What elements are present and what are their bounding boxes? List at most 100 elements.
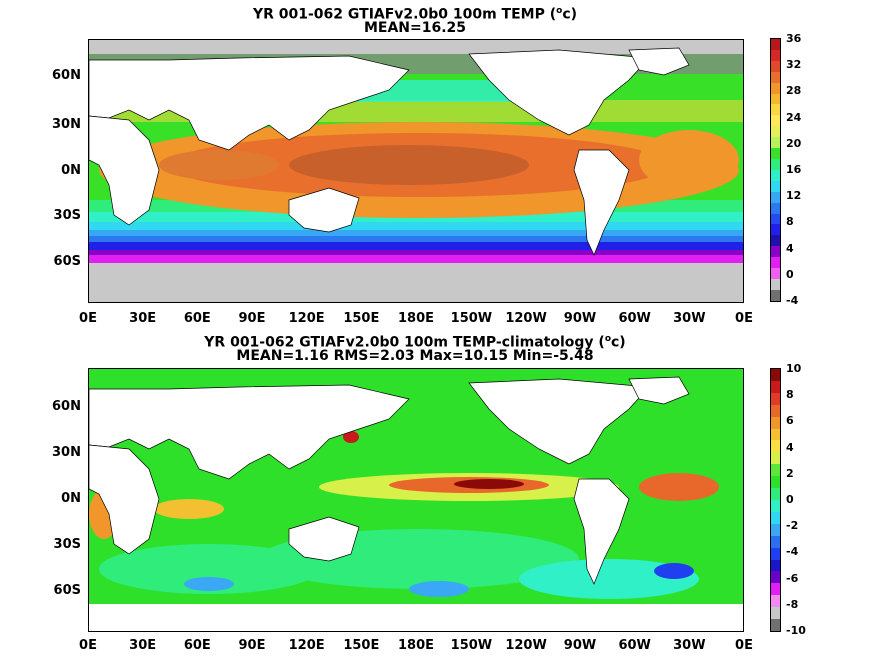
colorbar-swatch bbox=[771, 476, 780, 489]
colorbar-tick-label: 28 bbox=[786, 84, 802, 98]
colorbar-swatch bbox=[771, 60, 780, 72]
colorbar-swatch bbox=[771, 82, 780, 94]
north-america bbox=[468, 49, 650, 136]
lon-label: 0E bbox=[79, 311, 97, 326]
band-14 bbox=[89, 212, 743, 224]
lon-label: 150E bbox=[343, 311, 380, 326]
anomaly-patches bbox=[89, 431, 719, 599]
bottom-panel-stats: MEAN=1.16 RMS=2.03 Max=10.15 Min=-5.48 bbox=[236, 348, 594, 364]
colorbar-swatch bbox=[771, 416, 780, 429]
arctic-ice bbox=[89, 40, 743, 54]
colorbar-swatch bbox=[771, 39, 780, 50]
lon-label: 0E bbox=[79, 638, 97, 653]
bottom-title-degree: o bbox=[604, 334, 611, 344]
colorbar-swatch bbox=[771, 392, 780, 405]
colorbar-swatch bbox=[771, 180, 780, 192]
colorbar-swatch bbox=[771, 535, 780, 548]
band-10 bbox=[89, 230, 743, 238]
top-title-text: YR 001-062 GTIAFv2.0b0 100m TEMP ( bbox=[252, 6, 557, 23]
patch-blue-1 bbox=[409, 581, 469, 597]
colorbar-swatch bbox=[771, 278, 780, 290]
colorbar-swatch bbox=[771, 137, 780, 149]
australia bbox=[288, 187, 360, 233]
greenland bbox=[628, 47, 690, 76]
indian-warm bbox=[159, 150, 279, 180]
colorbar-swatch bbox=[771, 235, 780, 247]
colorbar-swatch bbox=[771, 289, 780, 301]
colorbar-swatch bbox=[771, 169, 780, 181]
colorbar-tick-label: 0 bbox=[786, 267, 794, 281]
bottom-title-unit: c) bbox=[611, 334, 626, 351]
colorbar-tick-label: 32 bbox=[786, 58, 802, 72]
lon-label: 150E bbox=[343, 638, 380, 653]
colorbar-swatch bbox=[771, 148, 780, 159]
lon-label: 30W bbox=[673, 638, 706, 653]
colorbar-swatch bbox=[771, 488, 780, 500]
colorbar-swatch bbox=[771, 49, 780, 61]
lon-label: 180E bbox=[397, 311, 435, 326]
colorbar-tick-label: 4 bbox=[786, 241, 794, 255]
top-panel-mean: MEAN=16.25 bbox=[363, 20, 467, 36]
lon-label: 60W bbox=[618, 311, 651, 326]
colorbar-swatch bbox=[771, 246, 780, 258]
top-map-svg bbox=[89, 40, 743, 302]
africa bbox=[89, 115, 160, 226]
lon-label: 150W bbox=[450, 311, 493, 326]
colorbar-swatch bbox=[771, 499, 780, 512]
lon-label: 120E bbox=[288, 311, 325, 326]
warm-pool bbox=[289, 145, 529, 185]
greenland bbox=[628, 376, 690, 405]
patch-atlantic-warm bbox=[639, 473, 719, 501]
bottom-lat-30s: 30S bbox=[53, 537, 81, 552]
colorbar-swatch bbox=[771, 464, 780, 477]
lon-label: 90W bbox=[563, 638, 597, 653]
colorbar-swatch bbox=[771, 213, 780, 225]
colorbar-swatch bbox=[771, 71, 780, 83]
bottom-lat-60s: 60S bbox=[53, 583, 81, 598]
patch-blue-2 bbox=[184, 577, 234, 591]
colorbar-tick-label: -10 bbox=[786, 624, 806, 637]
colorbar-tick-label: 2 bbox=[786, 466, 794, 480]
colorbar-tick-label: 16 bbox=[786, 163, 802, 176]
patch-kuroshio bbox=[343, 431, 359, 443]
patch-atlantic-south bbox=[519, 559, 699, 599]
colorbar-swatch bbox=[771, 428, 780, 441]
lon-label: 120W bbox=[505, 638, 547, 653]
colorbar-swatch bbox=[771, 191, 780, 203]
colorbar-tick-label: -8 bbox=[786, 597, 799, 611]
top-panel-title: YR 001-062 GTIAFv2.0b0 100m TEMP (oc) bbox=[0, 3, 830, 24]
bottom-lat-60n: 60N bbox=[52, 399, 81, 414]
bottom-colorbar bbox=[770, 368, 781, 632]
colorbar-tick-label: 6 bbox=[786, 414, 794, 428]
colorbar-swatch bbox=[771, 619, 780, 631]
colorbar-swatch bbox=[771, 559, 780, 572]
colorbar-swatch bbox=[771, 257, 780, 269]
colorbar-swatch bbox=[771, 369, 780, 381]
colorbar-tick-label: 20 bbox=[786, 136, 802, 150]
colorbar-tick-label: 24 bbox=[786, 110, 802, 124]
bottom-anomaly-map bbox=[88, 368, 744, 632]
north-america bbox=[468, 378, 650, 465]
lon-label: 0E bbox=[735, 638, 753, 653]
colorbar-swatch bbox=[771, 583, 780, 596]
south-america bbox=[573, 149, 630, 256]
patch-indian-warm bbox=[154, 499, 224, 519]
antarctic-ice bbox=[89, 262, 743, 302]
colorbar-swatch bbox=[771, 202, 780, 214]
top-title-degree: o bbox=[556, 6, 563, 16]
band-2 bbox=[89, 250, 743, 256]
lon-label: 60W bbox=[618, 638, 651, 653]
colorbar-swatch bbox=[771, 158, 780, 170]
colorbar-tick-label: -6 bbox=[786, 571, 799, 585]
band-4 bbox=[89, 242, 743, 252]
lon-label: 120E bbox=[288, 638, 325, 653]
lon-label: 60E bbox=[183, 638, 211, 653]
lon-label: 0E bbox=[735, 311, 753, 326]
land-masses bbox=[89, 376, 690, 585]
top-temperature-map bbox=[88, 39, 744, 303]
colorbar-tick-label: 8 bbox=[786, 388, 794, 402]
colorbar-tick-label: -2 bbox=[786, 519, 799, 533]
colorbar-tick-label: 12 bbox=[786, 189, 802, 203]
band-12 bbox=[89, 222, 743, 232]
land-masses bbox=[89, 47, 690, 256]
